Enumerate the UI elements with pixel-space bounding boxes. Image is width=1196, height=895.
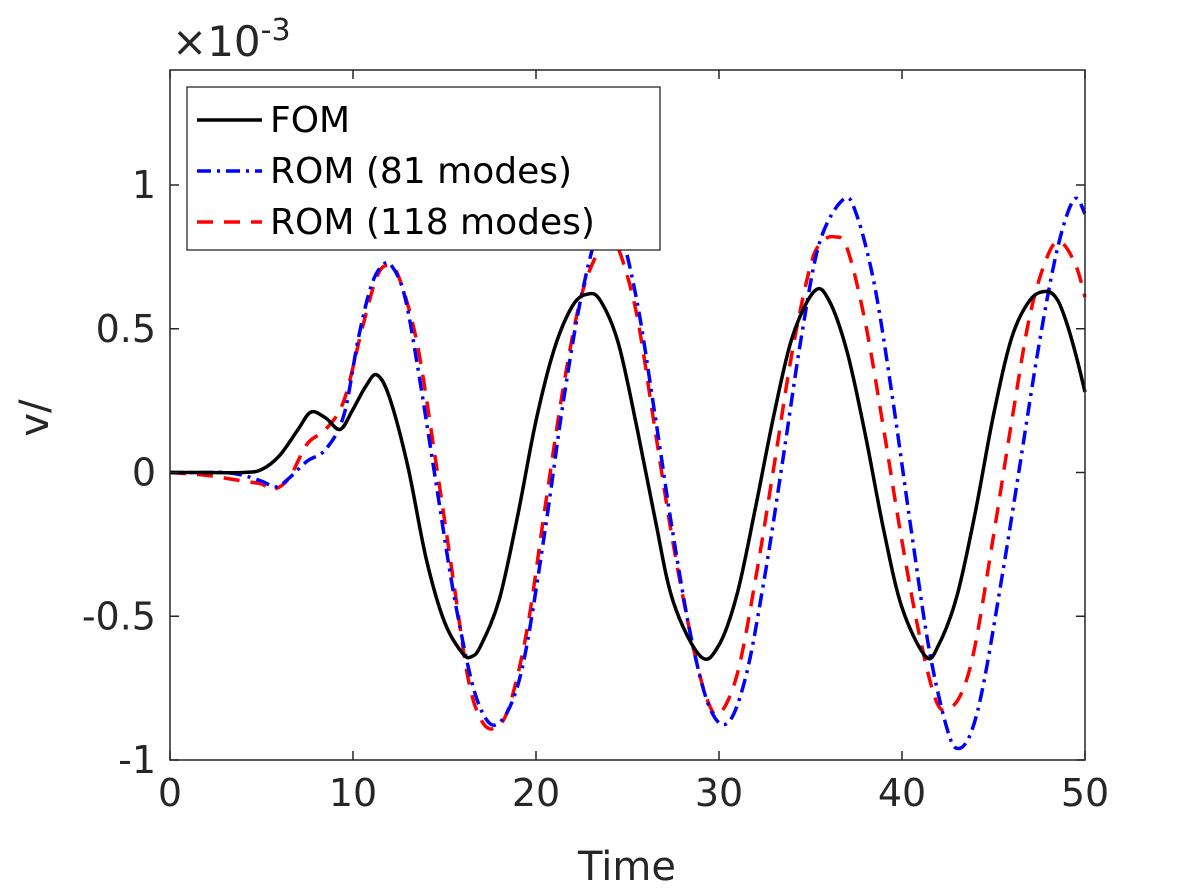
y-axis-label: v/: [12, 399, 58, 437]
axes-box: [169, 69, 1086, 761]
x-tick-label: 40: [878, 771, 926, 815]
legend: FOM ROM (81 modes) ROM (118 modes): [186, 86, 661, 251]
legend-label-rom-81: ROM (81 modes): [270, 151, 572, 192]
axis-ticks: 0 10 20 30 40 50 -1 -0.5 0 0.5 1: [82, 70, 1109, 815]
y-tick-label: 0.5: [96, 307, 156, 351]
legend-label-fom: FOM: [270, 100, 350, 141]
legend-box: [186, 86, 661, 251]
x-tick-label: 30: [695, 771, 743, 815]
y-multiplier-base: ×10: [172, 17, 261, 66]
y-tick-label: -0.5: [82, 594, 156, 638]
legend-label-rom-118: ROM (118 modes): [270, 202, 595, 243]
x-axis-label: Time: [577, 844, 676, 890]
y-tick-label: 1: [132, 163, 156, 207]
y-multiplier-exponent: -3: [261, 13, 291, 48]
y-multiplier: ×10-3: [172, 13, 291, 66]
y-tick-label: 0: [132, 451, 156, 495]
x-tick-label: 10: [329, 771, 377, 815]
x-tick-label: 20: [512, 771, 560, 815]
y-tick-label: -1: [118, 738, 156, 782]
plot-lines: [169, 195, 1087, 751]
series-line-fom: [169, 286, 1087, 661]
series-line-rom-81: [169, 195, 1087, 751]
x-tick-label: 0: [158, 771, 182, 815]
x-tick-label: 50: [1061, 771, 1109, 815]
